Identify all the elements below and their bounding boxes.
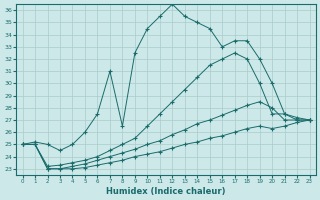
X-axis label: Humidex (Indice chaleur): Humidex (Indice chaleur) — [106, 187, 226, 196]
